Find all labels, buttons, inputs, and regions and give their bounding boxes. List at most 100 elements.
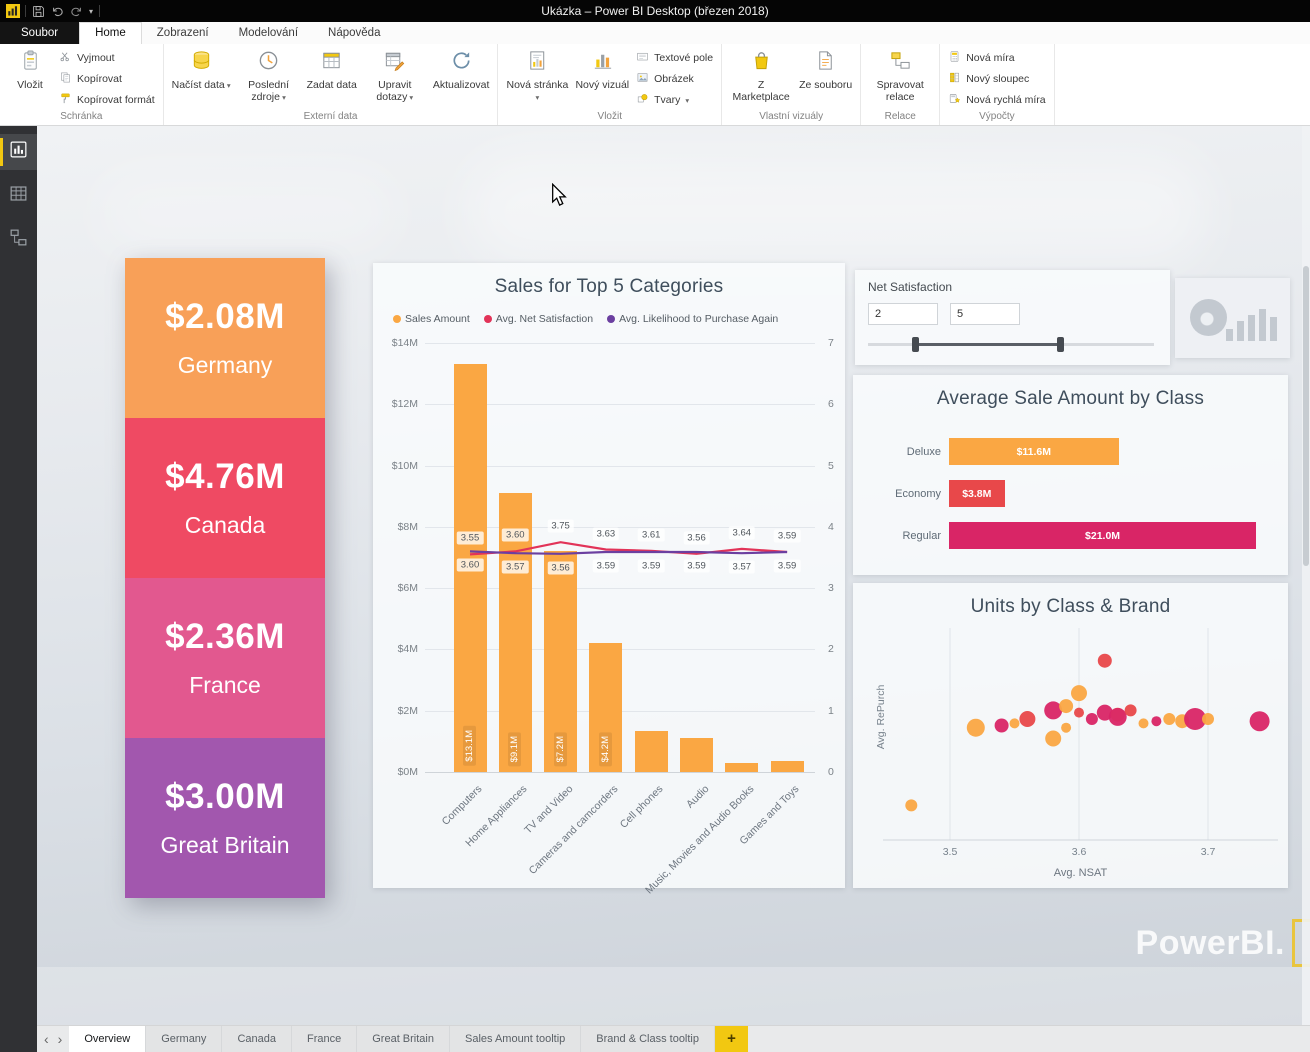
scatter-point[interactable]	[1184, 708, 1207, 730]
scatter-point[interactable]	[1124, 704, 1137, 717]
bar-music-movies-and-audio-books[interactable]	[725, 762, 759, 772]
powerbi-watermark: PowerBI.	[1136, 919, 1310, 967]
visual-average-sale-amount-by-class[interactable]: Average Sale Amount by Class Deluxe $11.6…	[853, 375, 1288, 575]
scatter-point[interactable]	[1085, 713, 1098, 725]
bar-deluxe[interactable]: $11.6M	[949, 438, 1119, 465]
watermark-logo-box	[1292, 919, 1310, 967]
save-icon[interactable]	[29, 2, 48, 20]
scatter-point[interactable]	[1061, 722, 1072, 733]
slicer-max-input[interactable]	[950, 303, 1020, 325]
visual-logo-image[interactable]	[1175, 278, 1290, 358]
legend-item-avg-net-satisfaction[interactable]: Avg. Net Satisfaction	[483, 313, 593, 325]
kpi-card-germany[interactable]: $2.08M Germany	[125, 258, 325, 418]
category-label: Deluxe	[906, 445, 941, 458]
page-tab-sales-amount-tooltip[interactable]: Sales Amount tooltip	[449, 1026, 582, 1052]
bar-cell-phones[interactable]	[634, 730, 668, 772]
scatter-point[interactable]	[994, 718, 1009, 733]
rail-data-view[interactable]	[0, 178, 37, 214]
ribbon-button-ze-souboru[interactable]: Ze souboru	[797, 47, 854, 91]
legend-item-avg-likelihood-to-purchase-again[interactable]: Avg. Likelihood to Purchase Again	[607, 313, 778, 325]
scrollbar-thumb[interactable]	[1303, 266, 1309, 566]
bar-economy[interactable]: $3.8M	[949, 480, 1005, 507]
bar-audio[interactable]	[680, 738, 713, 772]
scatter-point[interactable]	[1138, 718, 1149, 729]
ribbon-button-upravit-dotazy[interactable]: Upravit dotazy ▾	[362, 47, 428, 104]
undo-icon[interactable]	[48, 2, 67, 20]
ribbon-button-novy-vizual[interactable]: Nový vizuál	[573, 47, 631, 91]
slicer-range-slider[interactable]	[868, 336, 1154, 353]
page-tab-france[interactable]: France	[291, 1026, 358, 1052]
scatter-point[interactable]	[1059, 699, 1074, 714]
y-axis-tick: $12M	[391, 398, 418, 411]
ribbon-button-nova-stranka[interactable]: Nová stránka ▾	[504, 47, 570, 104]
ribbon-tab-zobrazeni[interactable]: Zobrazení	[156, 27, 209, 39]
ribbon-button-textove-pole[interactable]: Textové pole	[634, 50, 715, 66]
ribbon-button-posledni-zdroje[interactable]: Poslední zdroje ▾	[236, 47, 302, 104]
prev-page-icon[interactable]: ‹	[44, 1031, 49, 1047]
ribbon-small-button-column: Vyjmout Kopírovat Kopírovat formát	[57, 47, 157, 108]
ribbon-button-kopirovat[interactable]: Kopírovat	[57, 71, 124, 87]
page-tab-overview[interactable]: Overview	[69, 1026, 147, 1052]
slider-handle-min[interactable]	[912, 337, 919, 352]
scatter-point[interactable]	[1249, 711, 1270, 732]
ribbon-button-obrazek[interactable]: Obrázek	[634, 71, 696, 87]
rail-model-view[interactable]	[0, 222, 37, 258]
add-page-button[interactable]: +	[715, 1026, 748, 1052]
rail-report-view[interactable]	[0, 134, 37, 170]
scatter-point[interactable]	[1009, 718, 1020, 729]
scatter-point[interactable]	[1044, 701, 1063, 720]
scatter-point[interactable]	[1151, 716, 1162, 727]
legend-item-sales-amount[interactable]: Sales Amount	[393, 313, 470, 325]
page-tab-great-britain[interactable]: Great Britain	[357, 1026, 450, 1052]
ribbon-tab-soubor[interactable]: Soubor	[0, 22, 80, 44]
ribbon-button-novy-sloupec[interactable]: Nový sloupec	[946, 71, 1031, 87]
visual-units-by-class-brand[interactable]: Units by Class & Brand Avg. RePurch 3.5 3…	[853, 583, 1288, 888]
page-tab-canada[interactable]: Canada	[222, 1026, 292, 1052]
scatter-point[interactable]	[1097, 653, 1112, 668]
page-tab-germany[interactable]: Germany	[146, 1026, 223, 1052]
scatter-point[interactable]	[1108, 707, 1127, 726]
scatter-point[interactable]	[966, 718, 985, 737]
ribbon-button-spravovat-relace[interactable]: Spravovat relace	[867, 47, 933, 104]
x-axis-label: Cameras and camcorders	[526, 783, 621, 877]
redo-icon[interactable]	[67, 2, 86, 20]
ribbon-button-nacist-data[interactable]: Načíst data ▾	[170, 47, 233, 91]
visual-sales-top5-categories[interactable]: Sales for Top 5 Categories Sales Amount A…	[373, 263, 845, 896]
class-row-economy: Economy $3.8M	[863, 480, 1280, 507]
bar-games-and-toys[interactable]	[770, 761, 804, 772]
scatter-point[interactable]	[905, 799, 918, 812]
ribbon-tab-home[interactable]: Home	[79, 22, 142, 44]
ribbon-button-nova-mira[interactable]: Nová míra	[946, 50, 1016, 66]
ribbon-tab-napoveda[interactable]: Nápověda	[328, 27, 381, 39]
visual-net-satisfaction-slicer[interactable]: Net Satisfaction	[855, 270, 1170, 365]
scatter-point[interactable]	[1071, 685, 1087, 702]
next-page-icon[interactable]: ›	[57, 1031, 63, 1047]
slicer-min-input[interactable]	[868, 303, 938, 325]
vertical-scrollbar[interactable]	[1302, 126, 1310, 1025]
ribbon-button-kopirovat-format[interactable]: Kopírovat formát	[57, 92, 157, 108]
kpi-card-great-britain[interactable]: $3.00M Great Britain	[125, 738, 325, 898]
slider-handle-max[interactable]	[1057, 337, 1064, 352]
kpi-card-france[interactable]: $2.36M France	[125, 578, 325, 738]
scatter-point[interactable]	[1045, 730, 1062, 747]
ribbon-button-vyjmout[interactable]: Vyjmout	[57, 50, 117, 66]
ribbon-button-zadat-data[interactable]: Zadat data	[305, 47, 359, 91]
gridline	[425, 588, 815, 590]
quick-access-caret-icon[interactable]: ▾	[89, 6, 94, 16]
scatter-point[interactable]	[1019, 711, 1036, 727]
bar-regular[interactable]: $21.0M	[949, 522, 1257, 549]
scatter-point[interactable]	[1202, 713, 1214, 725]
page-tab-brand-class-tooltip[interactable]: Brand & Class tooltip	[581, 1026, 715, 1052]
ribbon-tab-modelovani[interactable]: Modelování	[238, 27, 299, 39]
ribbon-button-tvary[interactable]: Tvary ▾	[634, 92, 691, 108]
kpi-card-canada[interactable]: $4.76M Canada	[125, 418, 325, 578]
bar-tv-and-video[interactable]: $7.2M	[544, 551, 578, 772]
ribbon-button-nova-rychla-mira[interactable]: Nová rychlá míra	[946, 92, 1047, 108]
bar-cameras-and-camcorders[interactable]: $4.2M	[589, 643, 623, 772]
ribbon-button-vlozit[interactable]: Vložit	[6, 47, 54, 91]
scatter-point[interactable]	[1163, 713, 1176, 725]
ribbon-button-aktualizovat[interactable]: Aktualizovat	[431, 47, 492, 91]
ribbon-button-z-marketplace[interactable]: Z Marketplace	[728, 47, 794, 104]
scatter-point[interactable]	[1074, 707, 1084, 718]
